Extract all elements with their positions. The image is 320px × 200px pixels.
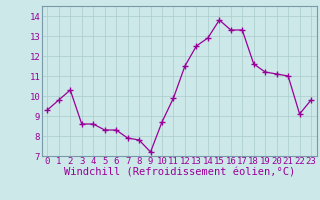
- X-axis label: Windchill (Refroidissement éolien,°C): Windchill (Refroidissement éolien,°C): [64, 168, 295, 178]
